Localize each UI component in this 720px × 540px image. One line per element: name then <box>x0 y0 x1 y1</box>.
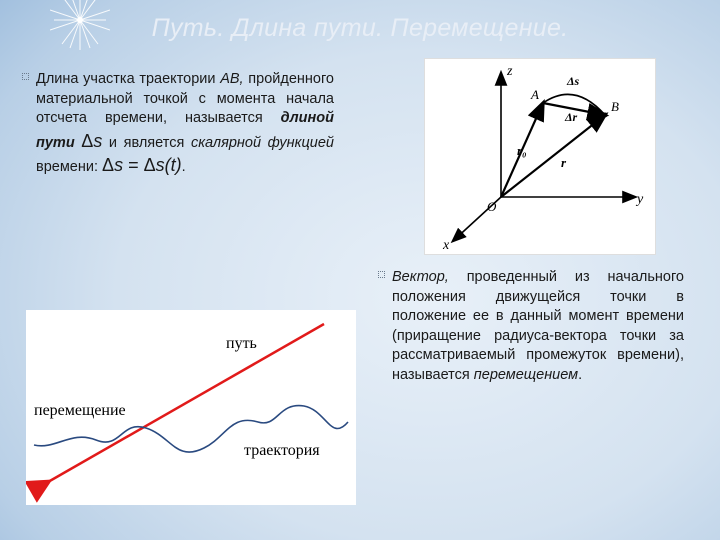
lbl-z: z <box>506 64 513 79</box>
rp-r4: . <box>578 367 582 383</box>
label-peremesh: перемещение <box>34 402 126 419</box>
point-b <box>603 113 608 118</box>
rp-r1: Вектор, <box>392 269 449 285</box>
lp-t2: AB, <box>220 71 243 87</box>
slide-title: Путь. Длина пути. Перемещение. <box>0 14 720 43</box>
lbl-ds: Δs <box>566 74 580 88</box>
lp-t13: Δ <box>144 155 156 175</box>
lp-t15: . <box>182 159 186 175</box>
lp-t6: s <box>93 131 102 151</box>
bullet-icon <box>378 271 385 278</box>
lp-t7: и является <box>102 135 191 151</box>
lbl-dr: Δr <box>564 110 578 124</box>
lp-t9: времени: <box>36 159 102 175</box>
right-paragraph: Вектор, проведенный из начального положе… <box>392 268 684 385</box>
rp-r3: перемещением <box>474 367 578 383</box>
label-put: путь <box>226 335 257 352</box>
lbl-r0: r₀ <box>517 143 527 158</box>
lbl-b: B <box>611 99 619 114</box>
lp-t10: Δ <box>102 155 114 175</box>
lp-t12: = <box>123 155 144 175</box>
lbl-y: y <box>635 192 644 207</box>
rp-r2: проведенный из начального положения движ… <box>392 269 684 383</box>
lp-t14: s(t) <box>156 155 182 175</box>
lp-t1: Длина участка траектории <box>36 71 220 87</box>
figure-trajectory: путь перемещение траектория <box>26 310 356 505</box>
lp-t11: s <box>114 155 123 175</box>
lp-t5: Δ <box>81 131 93 151</box>
figure-vectors: z y x O A B Δs Δr r₀ r <box>424 58 656 255</box>
label-traekt: траектория <box>244 442 320 459</box>
lp-t8: скалярной функцией <box>191 135 334 151</box>
slide-root: Путь. Длина пути. Перемещение. Длина уча… <box>0 0 720 540</box>
lbl-a: A <box>530 87 539 102</box>
bullet-icon <box>22 73 29 80</box>
left-paragraph: Длина участка траектории AB, пройденного… <box>36 70 334 178</box>
lbl-x: x <box>442 238 450 253</box>
lbl-o: O <box>487 199 497 214</box>
lbl-r: r <box>561 155 567 170</box>
